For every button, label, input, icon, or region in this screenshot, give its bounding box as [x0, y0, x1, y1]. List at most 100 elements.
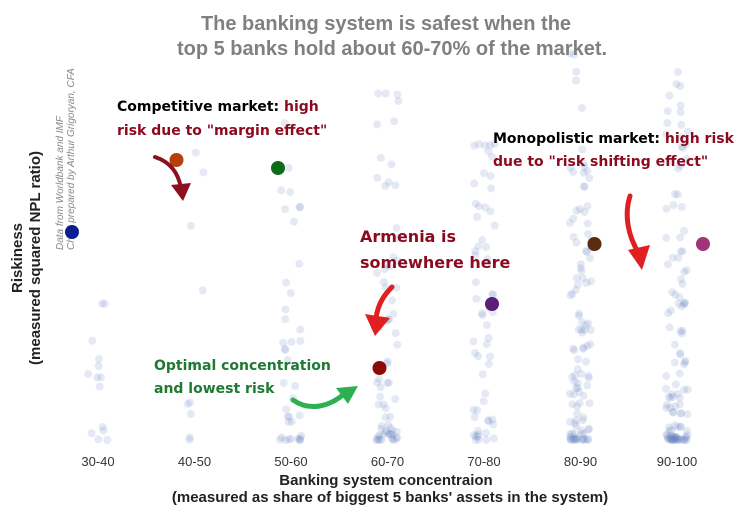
- observation-point: [490, 139, 499, 148]
- observation-point: [100, 299, 109, 308]
- observation-point: [295, 203, 304, 212]
- observation-point: [473, 406, 482, 415]
- observation-point: [676, 233, 685, 242]
- observation-point: [103, 436, 112, 444]
- observation-point: [681, 357, 690, 366]
- observation-point: [669, 432, 678, 441]
- observation-point: [473, 426, 482, 435]
- observation-point: [676, 349, 684, 357]
- observation-point: [664, 435, 673, 444]
- observation-point: [281, 305, 290, 314]
- observation-point: [284, 163, 293, 172]
- observation-point: [581, 321, 590, 329]
- observation-point: [489, 420, 498, 429]
- observation-point: [677, 409, 686, 418]
- observation-point: [484, 147, 493, 156]
- observation-point: [568, 429, 577, 438]
- observation-point: [677, 202, 686, 211]
- observation-point: [388, 430, 397, 439]
- observation-point: [667, 434, 676, 443]
- observation-point: [583, 341, 592, 350]
- observation-point: [471, 349, 480, 357]
- observation-point: [474, 352, 483, 361]
- observation-point: [571, 285, 580, 294]
- observation-point: [582, 279, 591, 287]
- observation-point: [682, 140, 691, 149]
- mean-point-90-100: [696, 237, 710, 251]
- observation-point: [676, 350, 685, 359]
- observation-point: [389, 435, 398, 444]
- chart-title-line-1: The banking system is safest when the: [201, 13, 571, 35]
- observation-point: [569, 232, 578, 241]
- observation-point: [473, 212, 482, 221]
- observation-point: [373, 268, 382, 277]
- observation-point: [579, 413, 588, 422]
- observation-point: [282, 405, 291, 414]
- observation-point: [666, 403, 675, 412]
- observation-point: [671, 190, 679, 199]
- observation-point: [276, 435, 284, 444]
- observation-point: [390, 117, 399, 126]
- observation-point: [572, 422, 581, 431]
- observation-point: [683, 410, 692, 419]
- observation-point: [574, 325, 583, 334]
- observation-point: [569, 435, 578, 444]
- observation-point: [478, 236, 487, 244]
- observation-point: [490, 221, 499, 230]
- observation-point: [380, 265, 389, 274]
- observation-point: [574, 355, 582, 364]
- observation-point: [382, 427, 391, 436]
- observation-point: [580, 182, 588, 191]
- observation-point: [377, 435, 386, 444]
- observation-point: [389, 309, 398, 318]
- observation-point: [671, 435, 680, 444]
- category-mean-points: [65, 153, 710, 375]
- y-axis-label-line-2: (measured squared NPL ratio): [27, 151, 44, 365]
- observation-point: [668, 253, 677, 262]
- annotation-armenia-line-2: somewhere here: [360, 253, 511, 272]
- observation-point: [297, 431, 306, 440]
- observation-point: [670, 433, 679, 442]
- observation-point: [480, 169, 488, 178]
- observation-point: [471, 199, 480, 208]
- observation-point: [383, 378, 392, 387]
- observation-point: [674, 435, 683, 444]
- observation-point: [671, 435, 680, 444]
- observation-point: [678, 326, 687, 335]
- observation-point: [277, 433, 286, 442]
- observation-point: [586, 254, 595, 263]
- observation-point: [489, 434, 498, 443]
- observation-point: [383, 357, 392, 366]
- observation-point: [281, 315, 290, 324]
- observation-point: [666, 436, 675, 444]
- observation-point: [582, 247, 591, 255]
- observation-point: [676, 327, 685, 336]
- observation-point: [673, 68, 682, 76]
- observation-point: [381, 181, 390, 190]
- observation-point: [573, 435, 582, 444]
- observation-point: [285, 412, 294, 421]
- observation-point: [377, 424, 386, 433]
- observation-point: [294, 434, 302, 443]
- observation-point: [486, 141, 495, 150]
- observation-point: [488, 415, 497, 424]
- observation-point: [385, 262, 394, 271]
- source-note-line-2: Chart prepared by Arthur Grigoryan, CFA: [66, 68, 77, 250]
- observation-point: [98, 299, 107, 308]
- observation-point: [568, 289, 577, 298]
- observation-point: [674, 164, 683, 173]
- observation-point: [475, 202, 483, 211]
- observation-point: [682, 434, 691, 443]
- observation-point: [566, 389, 574, 398]
- observation-point: [586, 326, 595, 334]
- observation-point: [391, 395, 400, 404]
- observation-point: [675, 394, 684, 403]
- observation-point: [677, 275, 685, 284]
- observation-point: [675, 293, 684, 302]
- observation-point: [375, 375, 384, 384]
- observation-point: [185, 435, 194, 444]
- observation-point: [385, 429, 394, 438]
- observation-point: [372, 435, 381, 444]
- observation-point: [570, 435, 579, 444]
